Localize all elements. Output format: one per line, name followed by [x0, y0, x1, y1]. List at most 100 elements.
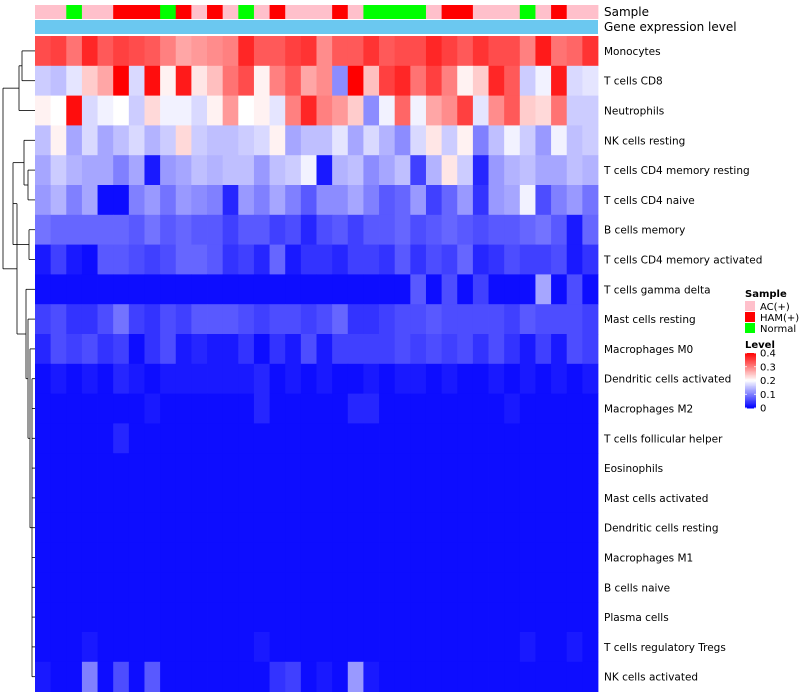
heatmap-cell: [566, 572, 583, 603]
heatmap-cell: [128, 572, 145, 603]
heatmap-cell: [504, 65, 521, 96]
heatmap-cell: [191, 512, 208, 543]
heatmap-cell: [66, 125, 83, 156]
heatmap-cell: [504, 36, 521, 67]
heatmap-cell: [285, 214, 302, 245]
heatmap-cell: [566, 363, 583, 394]
heatmap-cell: [425, 632, 443, 663]
heatmap-cell: [160, 95, 177, 126]
heatmap-cell: [144, 453, 161, 484]
heatmap-cell: [425, 393, 443, 424]
heatmap-cell: [300, 65, 317, 96]
heatmap-cell: [363, 542, 380, 573]
heatmap-cell: [379, 423, 396, 454]
heatmap-cell: [582, 244, 599, 275]
heatmap-cell: [347, 334, 364, 365]
heatmap-cell: [425, 453, 443, 484]
heatmap-cell: [191, 95, 208, 126]
heatmap-cell: [238, 423, 255, 454]
heatmap-cell: [519, 65, 536, 96]
heatmap-cell: [488, 334, 505, 365]
heatmap-cell: [363, 483, 380, 514]
sample-legend-label: AC(+): [760, 302, 790, 313]
heatmap-cell: [379, 95, 396, 126]
heatmap-cell: [472, 95, 489, 126]
heatmap-cell: [285, 453, 302, 484]
sample-annotation-bar: [35, 5, 599, 19]
heatmap-cell: [160, 125, 177, 156]
heatmap-cell: [35, 95, 52, 126]
heatmap-cell: [332, 542, 349, 573]
heatmap-cell: [81, 572, 98, 603]
heatmap-cell: [191, 274, 208, 305]
heatmap-cell: [269, 632, 286, 663]
heatmap-cell: [551, 244, 568, 275]
level-gradient-segment: [745, 377, 756, 380]
heatmap-cell: [410, 363, 427, 394]
heatmap-cell: [457, 155, 474, 186]
heatmap-cell: [97, 65, 114, 96]
heatmap-cell: [253, 632, 270, 663]
heatmap-cell: [379, 602, 396, 633]
heatmap-cell: [50, 214, 67, 245]
heatmap-cell: [394, 632, 411, 663]
heatmap-cell: [410, 542, 427, 573]
heatmap-cell: [238, 661, 255, 692]
row-label: T cells CD4 naive: [603, 195, 695, 207]
level-gradient-segment: [745, 366, 756, 369]
heatmap-cell: [207, 36, 224, 67]
heatmap-cell: [425, 214, 443, 245]
heatmap-cell: [363, 632, 380, 663]
heatmap-cell: [472, 363, 489, 394]
heatmap-cell: [285, 483, 302, 514]
heatmap-cell: [66, 334, 83, 365]
heatmap-cell: [113, 602, 130, 633]
heatmap-cell: [488, 572, 505, 603]
heatmap-cell: [175, 65, 192, 96]
heatmap-cell: [35, 512, 52, 543]
heatmap-cell: [582, 363, 599, 394]
heatmap-cell: [582, 185, 599, 216]
heatmap-cell: [238, 393, 255, 424]
heatmap-cell: [441, 363, 458, 394]
heatmap-cell: [191, 602, 208, 633]
heatmap-cell: [128, 334, 145, 365]
heatmap-cell: [50, 274, 67, 305]
heatmap-cell: [566, 244, 583, 275]
heatmap-cell: [269, 661, 286, 692]
heatmap-cell: [144, 572, 161, 603]
sample-annotation-cell: [457, 5, 474, 19]
heatmap-cell: [191, 483, 208, 514]
heatmap-cell: [222, 304, 239, 335]
level-gradient-segment: [745, 397, 756, 399]
heatmap-cell: [332, 602, 349, 633]
heatmap-cell: [222, 542, 239, 573]
heatmap-cell: [425, 363, 443, 394]
heatmap-cell: [113, 542, 130, 573]
heatmap-cell: [363, 334, 380, 365]
heatmap-cell: [97, 512, 114, 543]
heatmap-cell: [160, 602, 177, 633]
heatmap-cell: [66, 453, 83, 484]
heatmap-cell: [160, 661, 177, 692]
heatmap-cell: [175, 423, 192, 454]
heatmap-cell: [97, 125, 114, 156]
heatmap-cell: [175, 125, 192, 156]
level-gradient-segment: [745, 358, 756, 361]
heatmap-cell: [379, 363, 396, 394]
row-label: Macrophages M0: [604, 344, 693, 356]
heatmap-cell: [191, 632, 208, 663]
heatmap-cell: [535, 632, 552, 663]
heatmap-cell: [332, 214, 349, 245]
heatmap-cell: [457, 363, 474, 394]
heatmap-cell: [300, 483, 317, 514]
heatmap-cell: [81, 155, 98, 186]
heatmap-cell: [160, 214, 177, 245]
heatmap-cell: [332, 632, 349, 663]
heatmap-cell: [191, 304, 208, 335]
heatmap-cell: [285, 423, 302, 454]
heatmap-cell: [472, 274, 489, 305]
row-label: B cells naive: [604, 582, 670, 594]
heatmap-cell: [269, 542, 286, 573]
heatmap-cell: [97, 214, 114, 245]
